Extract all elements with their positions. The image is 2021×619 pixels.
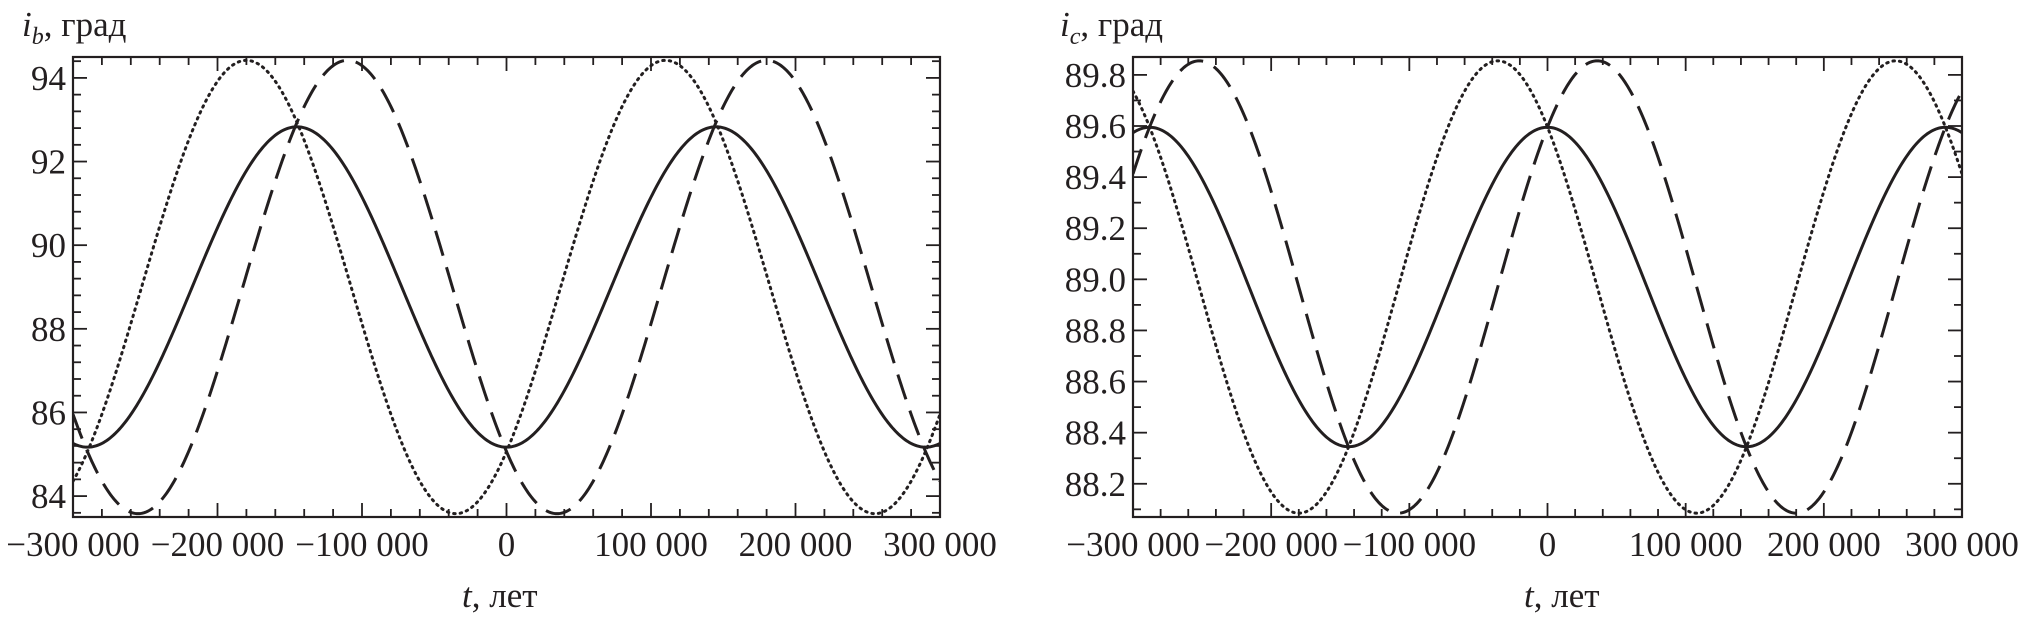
series-group (1133, 59, 1962, 515)
series-dotted-line (73, 58, 940, 516)
y-axis-symbol: i (1060, 5, 1070, 44)
y-axis-title: ic, град (1060, 5, 1163, 50)
x-tick-label: 100 000 (1629, 525, 1743, 564)
y-tick-label: 89.8 (1065, 56, 1126, 95)
y-tick-label: 89.6 (1065, 107, 1126, 146)
x-axis-symbol: t (1524, 576, 1535, 615)
x-tick-label: −100 000 (295, 525, 429, 564)
x-tick-label: 0 (498, 525, 516, 564)
x-tick-label: −200 000 (151, 525, 285, 564)
x-tick-labels: −300 000 −200 000 −100 000 0 100 000 200 000 3… (1066, 525, 2019, 564)
x-axis-unit: , лет (472, 576, 538, 615)
x-tick-label: −300 000 (1066, 525, 1200, 564)
y-axis-subscript: c (1070, 24, 1081, 50)
x-tick-labels: −300 000 −200 000 −100 000 0 100 000 200 000 3… (6, 525, 997, 564)
x-tick-label: 300 000 (1905, 525, 2019, 564)
y-axis-subscript: b (32, 24, 44, 50)
x-tick-label: 200 000 (739, 525, 853, 564)
x-axis-symbol: t (462, 576, 473, 615)
y-tick-label: 89.0 (1065, 260, 1126, 299)
y-tick-label: 88.2 (1065, 465, 1126, 504)
y-tick-label: 88.6 (1065, 363, 1126, 402)
tick-group (72, 57, 941, 517)
series-dashed-line (1133, 59, 1962, 515)
y-axis-title: ib, град (22, 5, 127, 50)
series-dashed-line (73, 58, 940, 516)
x-tick-label: −100 000 (1343, 525, 1477, 564)
x-axis-title: t, лет (1524, 576, 1600, 615)
y-tick-label: 88.8 (1065, 311, 1126, 350)
x-tick-label: 300 000 (883, 525, 997, 564)
y-tick-labels: 84 86 88 90 92 94 (31, 59, 66, 516)
y-axis-unit: , град (44, 5, 127, 44)
chart-ic: ic, град t, лет −300 000 −200 000 −100 000… (1060, 5, 2019, 615)
x-axis-unit: , лет (1534, 576, 1600, 615)
chart-ib: ib, град t, лет −300 000 −200 000 −100 000… (6, 5, 997, 615)
y-tick-label: 89.4 (1065, 158, 1126, 197)
x-axis-title: t, лет (462, 576, 538, 615)
series-solid-line (73, 125, 940, 449)
y-tick-label: 86 (31, 393, 66, 432)
y-tick-label: 88 (31, 310, 66, 349)
x-tick-label: 100 000 (594, 525, 708, 564)
plot-frame (1131, 55, 1964, 519)
y-axis-symbol: i (22, 5, 32, 44)
x-tick-label: 200 000 (1767, 525, 1881, 564)
plot-frame (71, 55, 942, 519)
series-solid-line (1133, 125, 1962, 449)
y-axis-unit: , град (1080, 5, 1163, 44)
y-tick-labels: 88.2 88.4 88.6 88.8 89.0 89.2 89.4 89.6 89.8 (1065, 56, 1126, 504)
y-tick-label: 84 (31, 477, 66, 516)
x-tick-label: −300 000 (6, 525, 140, 564)
y-tick-label: 90 (31, 226, 66, 265)
y-tick-label: 88.4 (1065, 414, 1126, 453)
y-tick-label: 94 (31, 59, 66, 98)
x-tick-label: 0 (1539, 525, 1557, 564)
series-group (73, 58, 940, 516)
y-tick-label: 89.2 (1065, 209, 1126, 248)
x-tick-label: −200 000 (1204, 525, 1338, 564)
y-tick-label: 92 (31, 143, 66, 182)
